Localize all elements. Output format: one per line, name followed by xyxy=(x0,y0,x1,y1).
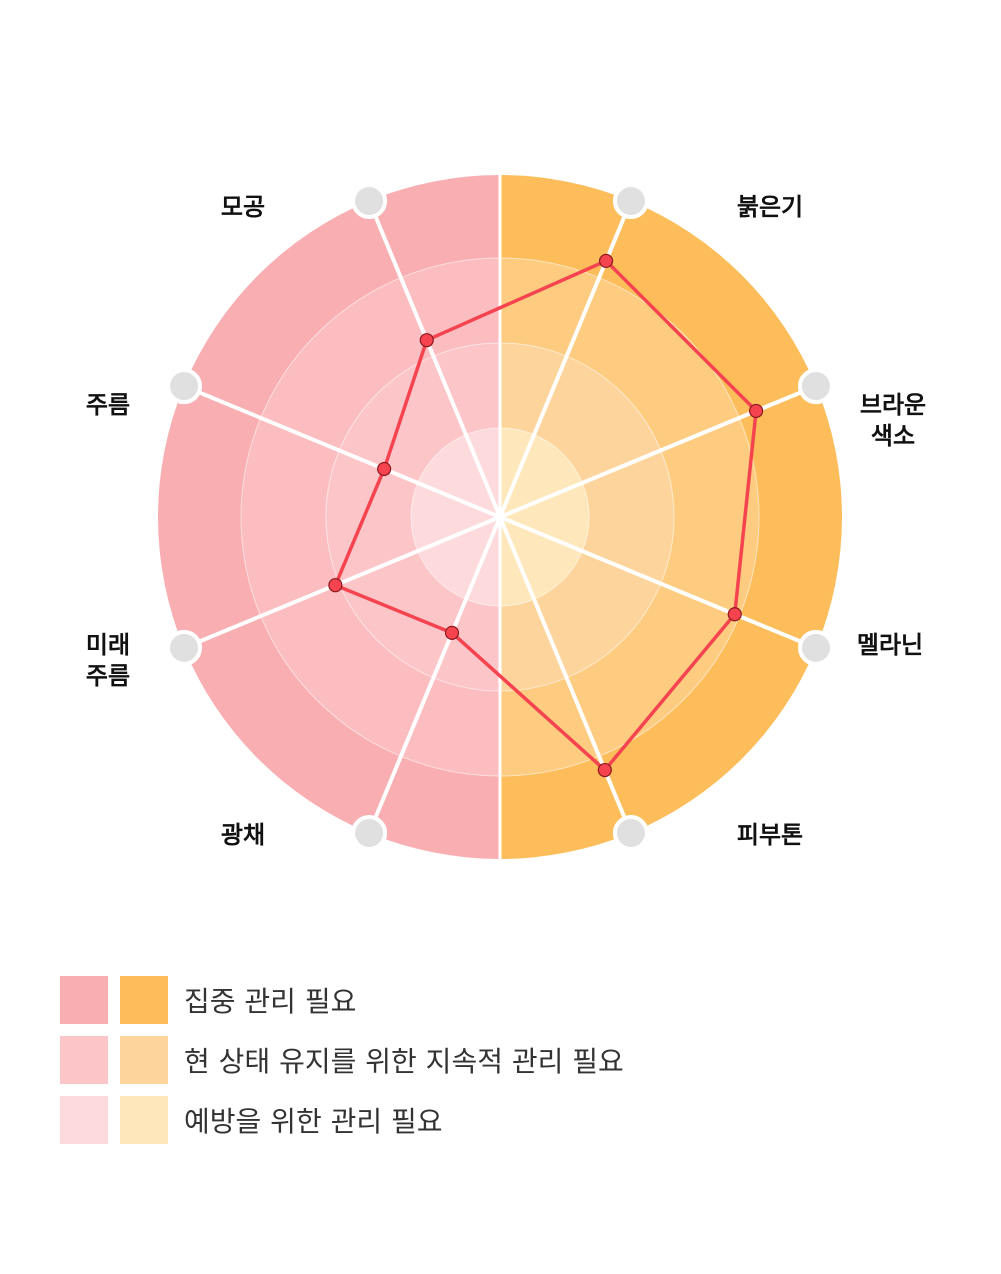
axis-label-line: 피부톤 xyxy=(737,821,803,849)
data-point xyxy=(328,578,343,593)
data-point xyxy=(444,625,460,640)
legend-item-focus: 집중 관리 필요 xyxy=(60,976,624,1024)
axis-spoke xyxy=(183,384,501,519)
axis-label-line: 광채 xyxy=(221,821,265,849)
axis-spoke xyxy=(367,200,502,518)
legend-swatch-left xyxy=(60,976,108,1024)
axis-marker xyxy=(612,814,649,851)
axis-marker xyxy=(612,183,649,220)
data-point xyxy=(419,333,434,348)
axis-label-line: 주름 xyxy=(86,662,130,690)
data-point xyxy=(748,403,764,419)
data-point xyxy=(597,762,612,778)
legend: 집중 관리 필요 현 상태 유지를 위한 지속적 관리 필요 예방을 위한 관리… xyxy=(60,976,624,1156)
axis-label-line: 멜라닌 xyxy=(857,631,923,659)
legend-item-prevent: 예방을 위한 관리 필요 xyxy=(60,1096,624,1144)
axis-marker xyxy=(166,368,203,405)
axis-spoke xyxy=(498,200,633,518)
data-point xyxy=(727,607,742,622)
legend-label: 예방을 위한 관리 필요 xyxy=(184,1105,443,1138)
legend-swatch-left xyxy=(60,1036,108,1084)
axis-label: 모공 xyxy=(221,193,265,221)
axis-spoke xyxy=(367,516,502,834)
chart-background xyxy=(158,175,842,859)
legend-swatch-left xyxy=(60,1096,108,1144)
axis-marker xyxy=(166,629,203,666)
axis-spoke xyxy=(498,516,633,834)
ring-left-3 xyxy=(411,428,500,606)
data-point xyxy=(377,461,392,477)
axis-marker xyxy=(797,368,834,405)
axis-marker xyxy=(351,183,388,220)
axis-label: 멜라닌 xyxy=(857,631,923,659)
legend-label: 집중 관리 필요 xyxy=(184,985,357,1018)
axis-spoke xyxy=(499,515,817,650)
legend-swatch-right xyxy=(120,1096,168,1144)
axis-label: 붉은기 xyxy=(737,193,803,221)
axis-label: 피부톤 xyxy=(737,821,803,849)
axis-label: 광채 xyxy=(221,821,265,849)
axis-spoke xyxy=(499,384,817,519)
ring-right-3 xyxy=(500,428,589,606)
axis-label-line: 미래 xyxy=(86,631,130,659)
legend-label: 현 상태 유지를 위한 지속적 관리 필요 xyxy=(184,1045,624,1078)
axis-label-line: 브라운 xyxy=(860,391,926,419)
legend-swatch-right xyxy=(120,976,168,1024)
axis-label-line: 색소 xyxy=(871,422,915,450)
axis-label: 주름 xyxy=(86,391,130,419)
axis-marker xyxy=(351,814,388,851)
legend-item-maintain: 현 상태 유지를 위한 지속적 관리 필요 xyxy=(60,1036,624,1084)
axis-label-line: 주름 xyxy=(86,391,130,419)
axis-marker xyxy=(797,629,834,666)
chart-axes xyxy=(166,183,834,851)
axis-spoke xyxy=(183,515,501,650)
data-point xyxy=(598,253,614,269)
axis-label-line: 붉은기 xyxy=(737,193,803,221)
data-series xyxy=(328,253,764,778)
legend-swatch-right xyxy=(120,1036,168,1084)
axis-label-line: 모공 xyxy=(221,193,265,221)
